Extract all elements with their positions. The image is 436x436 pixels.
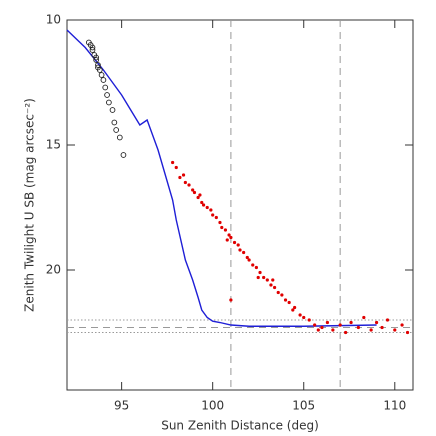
point	[205, 205, 209, 210]
point	[302, 315, 306, 320]
point	[374, 320, 379, 325]
point	[287, 300, 291, 305]
point	[98, 72, 105, 78]
point	[191, 188, 195, 192]
point	[316, 328, 320, 332]
point	[223, 228, 228, 232]
point	[362, 315, 366, 320]
y-axis-label: Zenith Twilight U SB (mag arcsec⁻²)	[23, 98, 37, 312]
x-tick-label: 95	[114, 399, 129, 413]
point	[298, 313, 302, 317]
point	[276, 290, 280, 295]
point	[171, 160, 175, 165]
point	[313, 323, 317, 327]
point	[93, 54, 99, 61]
x-tick-label: 100	[201, 399, 224, 413]
point	[232, 240, 237, 245]
point	[95, 62, 101, 68]
point	[200, 200, 204, 205]
point	[283, 298, 288, 302]
point	[104, 92, 110, 98]
point	[218, 220, 222, 225]
point	[183, 180, 187, 185]
point	[220, 225, 224, 230]
x-axis-label: Sun Zenith Distance (deg)	[161, 419, 319, 433]
point	[356, 325, 360, 330]
point	[229, 298, 233, 302]
point	[187, 183, 191, 187]
point	[106, 99, 112, 106]
point	[174, 165, 178, 170]
point	[251, 263, 255, 267]
point	[269, 283, 273, 287]
point	[258, 270, 262, 275]
point	[211, 213, 215, 217]
point	[291, 308, 295, 312]
point	[293, 305, 297, 310]
x-tick-label: 105	[292, 399, 315, 413]
point	[238, 248, 242, 252]
point	[344, 330, 348, 335]
point	[400, 323, 404, 327]
y-tick-label: 10	[46, 13, 61, 27]
point	[262, 275, 266, 280]
point	[196, 195, 200, 200]
point	[393, 328, 397, 332]
point	[242, 250, 246, 255]
point	[116, 134, 123, 141]
point	[225, 238, 229, 242]
point	[405, 330, 410, 335]
point	[273, 285, 277, 290]
point	[192, 190, 197, 195]
point	[96, 67, 103, 73]
point	[201, 203, 206, 207]
point	[247, 258, 251, 262]
curve	[66, 29, 377, 327]
point	[307, 318, 311, 322]
point	[102, 84, 109, 91]
point	[349, 320, 353, 325]
point	[198, 193, 202, 197]
point	[236, 243, 240, 247]
point	[111, 119, 118, 126]
point	[181, 173, 186, 177]
point	[120, 152, 127, 158]
point	[214, 215, 218, 220]
point	[227, 233, 231, 237]
point	[209, 208, 213, 212]
point	[320, 325, 324, 330]
point	[89, 47, 96, 53]
point	[325, 320, 330, 325]
point	[380, 325, 384, 330]
point	[178, 175, 182, 180]
point	[271, 278, 275, 282]
point	[229, 235, 233, 240]
point	[331, 328, 335, 332]
point	[280, 293, 284, 297]
point	[385, 318, 390, 322]
point	[369, 328, 373, 332]
x-tick-label: 110	[383, 399, 406, 413]
y-tick-label: 20	[46, 263, 61, 277]
point	[113, 127, 120, 133]
point	[89, 44, 96, 51]
point	[254, 265, 258, 270]
point	[256, 275, 260, 280]
point	[245, 255, 249, 260]
point	[109, 107, 116, 113]
y-tick-label: 15	[46, 138, 61, 152]
point	[265, 278, 269, 282]
point	[338, 323, 342, 327]
plot-frame	[66, 19, 414, 391]
point	[100, 77, 107, 83]
point	[93, 57, 99, 63]
